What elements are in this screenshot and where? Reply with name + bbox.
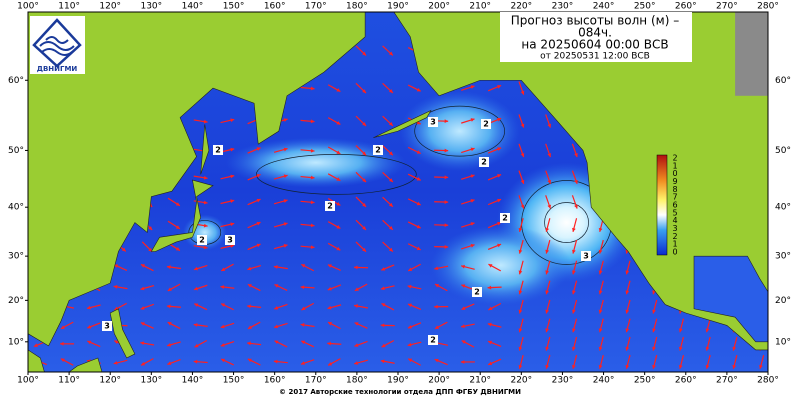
contour-label: 3 (583, 252, 589, 261)
copyright: © 2017 Авторские технологии отдела ДПП Ф… (279, 388, 521, 396)
contour-label: 2 (502, 214, 508, 223)
lon-label: 150° (223, 376, 245, 386)
lon-label: 180° (346, 2, 368, 12)
wave-field (400, 91, 520, 171)
lat-label: 60° (8, 76, 24, 86)
lon-label: 150° (223, 2, 245, 12)
lon-label: 220° (510, 2, 532, 12)
wave-field (431, 225, 571, 305)
lon-label: 160° (264, 376, 286, 386)
lon-label: 220° (510, 376, 532, 386)
lon-label: 120° (99, 2, 121, 12)
lat-label: 10° (775, 337, 791, 347)
lon-label: 210° (469, 2, 491, 12)
logo: ДВНИГМИ (30, 16, 85, 74)
lon-label: 160° (264, 2, 286, 12)
lon-label: 200° (428, 376, 450, 386)
title-line: от 20250531 12:00 ВСВ (540, 52, 650, 62)
contour-label: 2 (215, 146, 221, 155)
lon-label: 280° (757, 2, 779, 12)
contour-label: 2 (430, 336, 436, 345)
lat-label: 50° (775, 146, 791, 156)
lon-label: 110° (58, 2, 80, 12)
lon-label: 130° (140, 2, 162, 12)
lat-label: 30° (8, 252, 24, 262)
lon-label: 190° (387, 2, 409, 12)
lon-label: 180° (346, 376, 368, 386)
contour-label: 3 (430, 118, 436, 127)
lon-label: 260° (675, 2, 697, 12)
lat-label: 60° (775, 76, 791, 86)
lon-label: 110° (58, 376, 80, 386)
lon-label: 280° (757, 376, 779, 386)
contour-label: 2 (375, 146, 381, 155)
lon-label: 250° (634, 376, 656, 386)
lat-label: 40° (8, 203, 24, 213)
contour-label: 2 (199, 236, 205, 245)
lon-label: 170° (305, 2, 327, 12)
greenland (735, 12, 768, 96)
contour-label: 2 (481, 158, 487, 167)
lon-label: 200° (428, 2, 450, 12)
lon-label: 230° (552, 2, 574, 12)
lat-label: 30° (775, 252, 791, 262)
lon-label: 100° (17, 376, 39, 386)
contour-label: 2 (483, 120, 489, 129)
lon-label: 210° (469, 376, 491, 386)
lon-label: 230° (552, 376, 574, 386)
lat-label: 40° (775, 203, 791, 213)
lon-label: 250° (634, 2, 656, 12)
lon-label: 130° (140, 376, 162, 386)
lat-label: 10° (8, 337, 24, 347)
lat-label: 20° (775, 296, 791, 306)
logo-text: ДВНИГМИ (37, 65, 78, 73)
lat-label: 20° (8, 296, 24, 306)
lon-label: 120° (99, 376, 121, 386)
contour-label: 3 (227, 236, 233, 245)
lon-label: 240° (593, 376, 615, 386)
lon-label: 190° (387, 376, 409, 386)
lon-label: 170° (305, 376, 327, 386)
lon-label: 140° (182, 376, 204, 386)
lon-label: 270° (716, 376, 738, 386)
wave-field (183, 214, 227, 250)
lon-label: 140° (182, 2, 204, 12)
title-line: на 20250604 00:00 ВСВ (521, 38, 668, 52)
lon-label: 270° (716, 2, 738, 12)
colorbar-label: 0 (672, 248, 677, 257)
lon-label: 100° (17, 2, 39, 12)
lat-label: 50° (8, 146, 24, 156)
lon-label: 240° (593, 2, 615, 12)
contour-label: 2 (474, 288, 480, 297)
lon-label: 260° (675, 376, 697, 386)
contour-label: 2 (327, 202, 333, 211)
colorbar (657, 155, 667, 255)
contour-label: 3 (104, 322, 110, 331)
